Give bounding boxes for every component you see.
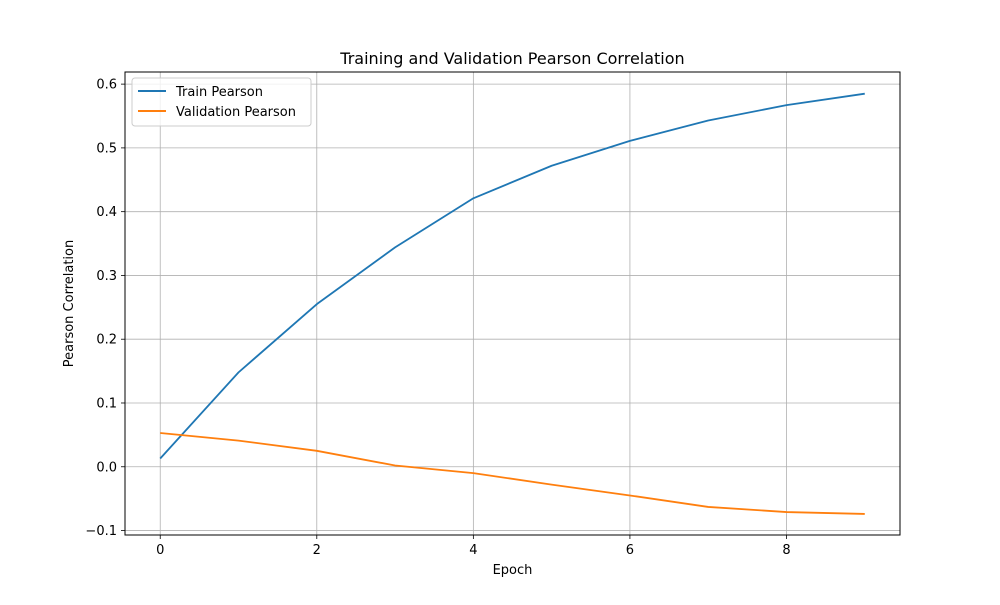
- y-tick-label: −0.1: [85, 524, 117, 539]
- grid: [125, 72, 900, 535]
- legend-label-validation: Validation Pearson: [176, 105, 296, 120]
- y-tick-label: 0.0: [96, 460, 117, 475]
- plot-frame: [124, 71, 901, 536]
- x-tick-label: 0: [156, 543, 164, 558]
- series-line-train-pearson: [159, 92, 865, 460]
- x-tick-label: 8: [782, 543, 790, 558]
- x-tick-label: 2: [313, 543, 321, 558]
- series-layer: [159, 92, 865, 515]
- axis-ticks: 0 2 4 6 8 −0.1 0.0 0.1 0.2 0.3 0.4 0.5 0.6: [85, 78, 790, 558]
- legend-box: [131, 77, 312, 127]
- y-tick-label: 0.1: [96, 396, 117, 411]
- y-axis-title: Pearson Correlation: [62, 240, 77, 367]
- x-tick-label: 6: [626, 543, 634, 558]
- x-axis-title: Epoch: [493, 563, 533, 578]
- legend-label-train: Train Pearson: [175, 85, 263, 100]
- chart-title: Training and Validation Pearson Correlat…: [339, 49, 684, 68]
- series-line-validation-pearson: [160, 432, 865, 515]
- y-tick-label: 0.6: [96, 78, 117, 93]
- x-tick-label: 4: [469, 543, 477, 558]
- legend: Train Pearson Validation Pearson: [131, 77, 312, 127]
- y-tick-label: 0.4: [96, 205, 117, 220]
- y-tick-label: 0.2: [96, 333, 117, 348]
- y-tick-label: 0.5: [96, 141, 117, 156]
- y-tick-label: 0.3: [96, 269, 117, 284]
